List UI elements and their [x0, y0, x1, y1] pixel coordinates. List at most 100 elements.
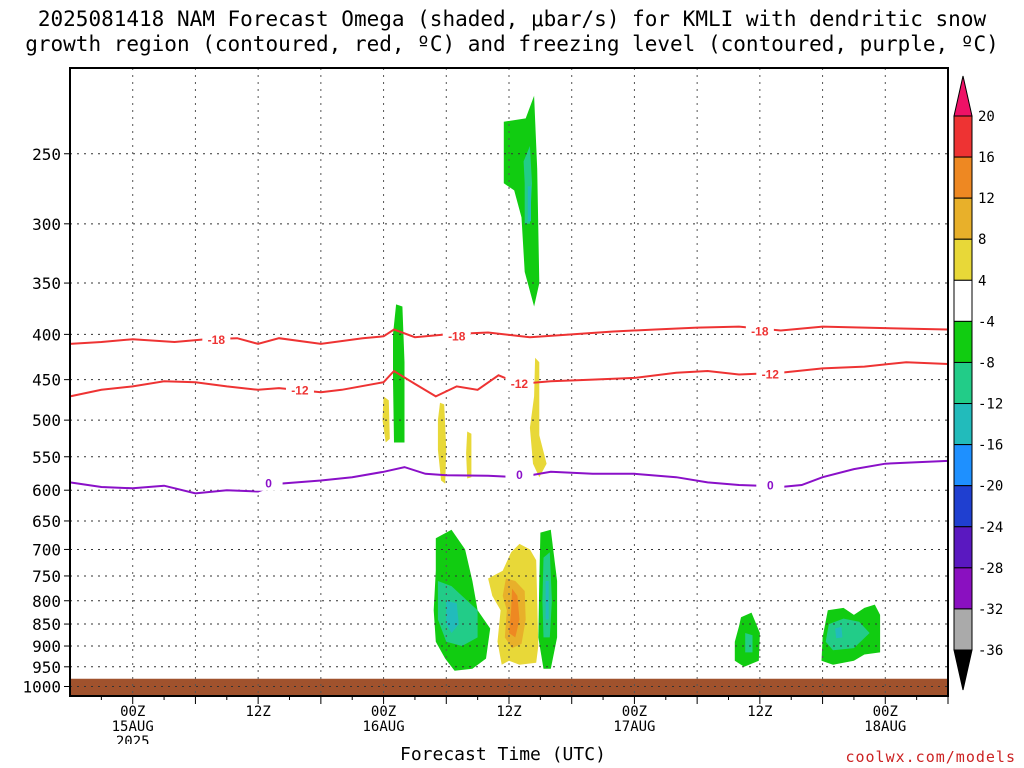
contour-label-bg-2-2	[756, 477, 785, 493]
x-tick-label-48-0: 00Z	[622, 704, 647, 720]
colorbar-box-4	[953, 279, 973, 322]
x-tick-label-12-0: 12Z	[245, 704, 270, 720]
contour-label-2-0: 0	[265, 477, 272, 491]
contour-line-1	[69, 361, 949, 398]
y-tick-label-450: 450	[32, 371, 61, 390]
omega-region-4	[382, 396, 390, 443]
ground-fill	[70, 678, 948, 696]
y-tick-label-400: 400	[32, 325, 61, 344]
contour-label-bg-2-1	[505, 467, 534, 483]
colorbar-box-2	[953, 197, 973, 240]
contour-label-bg-0-0	[202, 332, 231, 348]
colorbar-label-5: -4	[978, 314, 995, 330]
omega-region-18	[745, 633, 753, 653]
y-tick-label-300: 300	[32, 215, 61, 234]
contour-label-0-1: -18	[448, 329, 466, 343]
colorbar-box-7	[953, 403, 973, 446]
chart-canvas: -18 -18 -18 -12 -12 -12 0 0 0 250 300 350 400 450 500…	[22, 67, 1003, 744]
colorbar-label-12: -32	[978, 602, 1003, 618]
x-tick-label-0-0: 00Z	[120, 704, 145, 720]
y-tick-label-800: 800	[32, 592, 61, 611]
colorbar-box-9	[953, 485, 973, 528]
omega-region-21	[835, 626, 843, 639]
colorbar-label-9: -20	[978, 479, 1003, 495]
x-tick-label-60-0: 12Z	[747, 704, 772, 720]
y-tick-label-700: 700	[32, 540, 61, 559]
x-tick-label-48-1: 17AUG	[613, 719, 655, 735]
colorbar-label-10: -24	[978, 520, 1003, 536]
contour-layer: -18 -18 -18 -12 -12 -12 0 0 0	[69, 323, 949, 495]
omega-region-6	[466, 431, 472, 479]
colorbar-label-1: 16	[978, 150, 995, 166]
contour-label-1-2: -12	[762, 367, 780, 381]
contour-label-bg-2-0	[254, 475, 283, 491]
y-tick-label-350: 350	[32, 274, 61, 293]
omega-region-2	[527, 186, 531, 222]
omega-region-7	[529, 357, 547, 478]
colorbar-box-1	[953, 156, 973, 199]
colorbar-tip-top	[953, 75, 973, 117]
contour-label-1-0: -12	[291, 384, 309, 398]
contour-label-bg-1-0	[285, 382, 314, 398]
omega-region-9	[437, 581, 478, 646]
contour-line-2	[69, 459, 949, 495]
y-tick-label-500: 500	[32, 411, 61, 430]
colorbar-box-0	[953, 115, 973, 158]
x-tick-label-0-2: 2025	[116, 734, 150, 744]
y-tick-label-1000: 1000	[22, 678, 61, 697]
colorbar-label-0: 20	[978, 109, 995, 125]
contour-label-1-1: -12	[511, 377, 529, 391]
chart-title-line-1: 2025081418 NAM Forecast Omega (shaded, μ…	[37, 7, 987, 31]
y-tick-label-600: 600	[32, 481, 61, 500]
x-tick-label-72-0: 00Z	[873, 704, 898, 720]
contour-label-bg-1-1	[505, 375, 534, 391]
colorbar-label-7: -12	[978, 397, 1003, 413]
colorbar-box-8	[953, 444, 973, 487]
x-tick-label-24-0: 00Z	[371, 704, 396, 720]
x-tick-label-24-1: 16AUG	[362, 719, 404, 735]
omega-region-0	[503, 95, 540, 307]
colorbar-box-12	[953, 608, 973, 651]
contour-label-2-2: 0	[767, 479, 774, 493]
colorbar-label-3: 8	[978, 232, 986, 248]
colorbar-box-5	[953, 320, 973, 363]
omega-region-5	[437, 402, 447, 484]
contour-label-bg-1-2	[756, 366, 785, 382]
colorbar-label-4: 4	[978, 273, 986, 289]
x-tick-label-0-1: 15AUG	[112, 719, 154, 735]
y-tick-label-900: 900	[32, 637, 61, 656]
colorbar-box-6	[953, 361, 973, 405]
credit-text: coolwx.com/models	[845, 748, 1016, 766]
colorbar-box-11	[953, 567, 973, 610]
y-tick-label-650: 650	[32, 512, 61, 531]
contour-label-bg-0-2	[745, 323, 774, 339]
colorbar-box-3	[953, 238, 973, 281]
contour-label-0-2: -18	[751, 324, 769, 338]
y-tick-label-750: 750	[32, 567, 61, 586]
chart-title-line-2: growth region (contoured, red, ºC) and f…	[25, 32, 999, 56]
y-tick-label-250: 250	[32, 145, 61, 164]
colorbar: 20 16 12 8 4 -4 -8 -12 -16 -20 -24 -28 -32 -36	[953, 75, 1003, 691]
y-tick-label-550: 550	[32, 448, 61, 467]
x-tick-label-36-0: 12Z	[496, 704, 521, 720]
contour-label-0-0: -18	[208, 333, 226, 347]
y-tick-label-950: 950	[32, 658, 61, 677]
colorbar-tip-bottom	[953, 649, 973, 691]
omega-region-20	[825, 618, 870, 651]
colorbar-label-11: -28	[978, 561, 1003, 577]
x-tick-label-72-1: 18AUG	[864, 719, 906, 735]
omega-shading-layer	[382, 95, 881, 671]
contour-label-bg-0-1	[442, 328, 471, 344]
omega-region-16	[545, 581, 549, 620]
colorbar-label-2: 12	[978, 191, 995, 207]
contour-label-2-1: 0	[516, 468, 523, 482]
ground-layer	[70, 678, 948, 696]
omega-region-10	[446, 600, 459, 633]
colorbar-box-10	[953, 526, 973, 569]
colorbar-label-13: -36	[978, 643, 1003, 659]
x-axis-label: Forecast Time (UTC)	[400, 744, 606, 765]
y-tick-label-850: 850	[32, 615, 61, 634]
axes-layer: 250 300 350 400 450 500 550 600 650 700 750 800 850 9…	[22, 67, 949, 744]
colorbar-label-8: -16	[978, 438, 1003, 454]
colorbar-label-6: -8	[978, 355, 995, 371]
